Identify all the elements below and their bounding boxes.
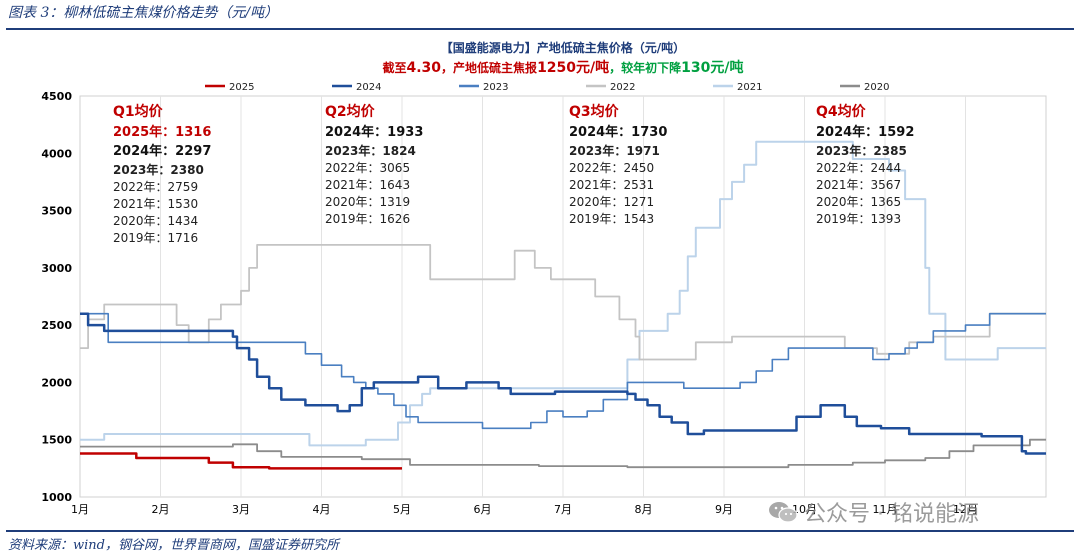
top-rule <box>6 28 1074 30</box>
chart-subtitle-part: 1250元/吨 <box>537 59 609 76</box>
x-tick-label: 2月 <box>152 503 170 516</box>
chart-subtitle-part: 4.30 <box>407 60 442 76</box>
legend-label: 2022 <box>610 82 635 93</box>
x-tick-label: 5月 <box>393 503 411 516</box>
legend-label: 2023 <box>483 82 508 93</box>
series-line-2023 <box>80 312 1046 430</box>
series-line-2020 <box>80 438 1046 469</box>
legend-label: 2024 <box>356 82 381 93</box>
quarter-avg-heading: Q3均价 <box>569 103 620 120</box>
quarter-avg-heading: Q2均价 <box>325 103 376 120</box>
quarter-avg-line: 2020年：1319 <box>325 195 410 209</box>
legend-label: 2025 <box>229 82 254 93</box>
y-tick-label: 4500 <box>41 90 72 103</box>
quarter-avg-line: 2019年：1543 <box>569 212 654 226</box>
chart-subtitle-part: 截至 <box>382 60 406 75</box>
y-tick-label: 3500 <box>41 205 72 218</box>
quarter-avg-heading: Q4均价 <box>816 103 867 120</box>
x-tick-label: 6月 <box>474 503 492 516</box>
watermark-text: 公众号 · 铭说能源 <box>804 502 979 527</box>
series-line-2021 <box>80 140 1046 447</box>
source-note: 资料来源：wind，钢谷网，世界晋商网，国盛证券研究所 <box>8 538 339 553</box>
series-line-2024 <box>80 312 1046 455</box>
x-tick-label: 12月 <box>953 503 978 516</box>
series-line-2025 <box>80 452 402 470</box>
quarter-avg-line: 2019年：1716 <box>113 231 198 245</box>
quarter-avg-line: 2024年：2297 <box>113 143 211 159</box>
y-tick-label: 4000 <box>41 147 72 160</box>
quarter-avg-line: 2022年：2450 <box>569 161 654 175</box>
quarter-avg-line: 2024年：1933 <box>325 124 423 140</box>
quarter-avg-line: 2019年：1626 <box>325 212 410 226</box>
quarter-avg-line: 2023年：2380 <box>113 162 204 177</box>
quarter-avg-line: 2023年：1824 <box>325 143 416 158</box>
x-tick-label: 10月 <box>792 503 817 516</box>
quarter-avg-line: 2023年：1971 <box>569 143 660 158</box>
quarter-avg-line: 2025年：1316 <box>113 124 211 140</box>
quarter-avg-line: 2022年：2444 <box>816 161 901 175</box>
quarter-avg-line: 2022年：3065 <box>325 161 410 175</box>
x-tick-label: 11月 <box>873 503 898 516</box>
x-tick-label: 4月 <box>313 503 331 516</box>
chart-subtitle-part: 130元/吨 <box>681 59 743 76</box>
chart-subtitle: 截至4.30，产地低硫主焦报1250元/吨，较年初下降130元/吨 <box>382 59 743 76</box>
y-tick-label: 1500 <box>41 434 72 447</box>
x-tick-label: 8月 <box>635 503 653 516</box>
chart-subtitle-part: ，产地低硫主焦报 <box>441 60 537 75</box>
quarter-avg-line: 2020年：1365 <box>816 195 901 209</box>
quarter-avg-heading: Q1均价 <box>113 103 164 120</box>
y-tick-label: 2500 <box>41 319 72 332</box>
chart: 【国盛能源电力】产地低硫主焦价格（元/吨） 截至4.30，产地低硫主焦报1250元… <box>41 40 1047 516</box>
legend-label: 2020 <box>864 82 889 93</box>
x-tick-label: 7月 <box>554 503 572 516</box>
wechat-icon <box>769 502 798 523</box>
x-tick-label: 3月 <box>232 503 250 516</box>
y-tick-label: 2000 <box>41 376 72 389</box>
quarter-avg-line: 2023年：2385 <box>816 143 907 158</box>
quarter-avg-line: 2021年：3567 <box>816 178 901 192</box>
quarter-avg-line: 2021年：1643 <box>325 178 410 192</box>
quarter-avg-line: 2024年：1592 <box>816 124 914 140</box>
quarter-avg-line: 2020年：1434 <box>113 214 198 228</box>
quarter-avg-line: 2019年：1393 <box>816 212 901 226</box>
y-tick-label: 3000 <box>41 262 72 275</box>
quarter-avg-line: 2021年：1530 <box>113 197 198 211</box>
chart-subtitle-part: ，较年初下降 <box>609 60 682 75</box>
y-tick-label: 1000 <box>41 491 72 504</box>
x-tick-label: 9月 <box>715 503 733 516</box>
chart-title: 【国盛能源电力】产地低硫主焦价格（元/吨） <box>441 40 685 55</box>
quarter-avg-line: 2022年：2759 <box>113 180 198 194</box>
figure-title: 图表 3：柳林低硫主焦煤价格走势（元/吨） <box>8 5 279 21</box>
legend-label: 2021 <box>737 82 762 93</box>
quarter-avg-line: 2020年：1271 <box>569 195 654 209</box>
bottom-rule <box>6 530 1074 532</box>
watermark: 公众号 · 铭说能源 <box>768 496 979 528</box>
quarter-avg-line: 2024年：1730 <box>569 124 667 140</box>
quarter-avg-line: 2021年：2531 <box>569 178 654 192</box>
x-tick-label: 1月 <box>71 503 89 516</box>
